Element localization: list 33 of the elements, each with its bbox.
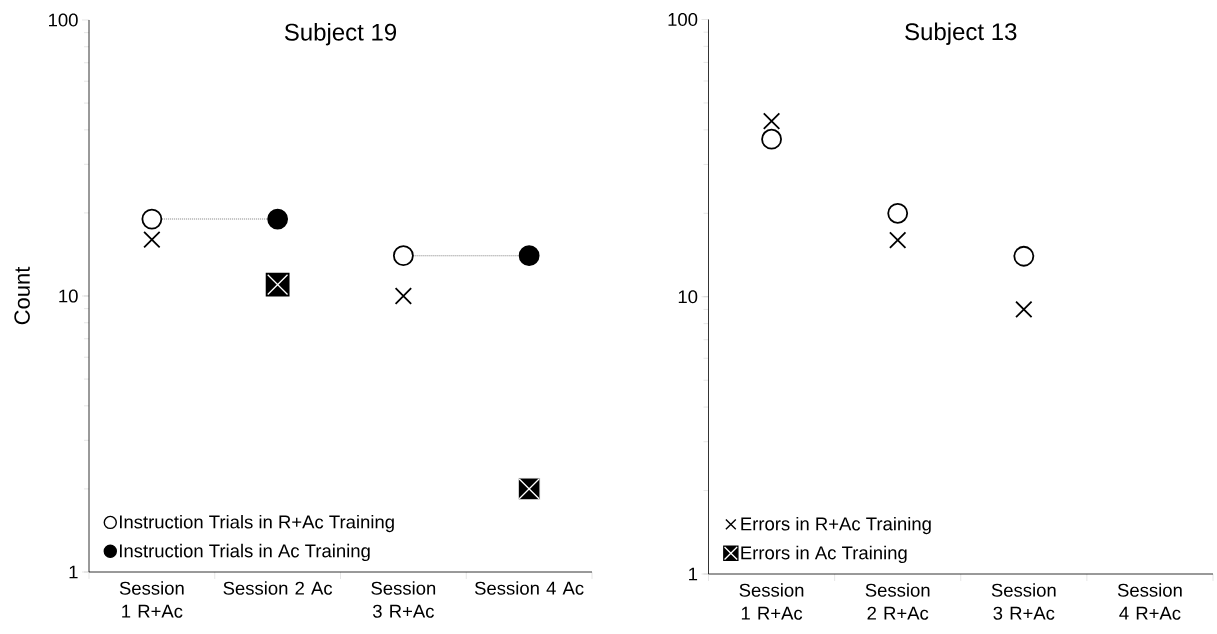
x-tick-label: Session 1 R+Ac [739, 583, 804, 620]
point [267, 208, 289, 230]
point [394, 287, 413, 305]
x-tick-label: Session 3 R+Ac [991, 583, 1056, 620]
x-tick-label: Session 2 Ac [223, 581, 333, 595]
point [1013, 245, 1035, 267]
point [761, 128, 782, 150]
point [887, 202, 909, 224]
y-tick-label: 100 [668, 12, 698, 27]
x-tick-label: Session 2 R+Ac [865, 583, 930, 620]
x-tick-label: Session 1 R+Ac [119, 581, 184, 618]
point [143, 230, 161, 249]
legend-label: Errors in R+Ac Training [741, 516, 931, 535]
point [141, 208, 163, 230]
chart-title: Subject 19 [284, 23, 397, 46]
y-tick-label: 1 [689, 567, 698, 581]
point [518, 245, 540, 267]
y-tick-label: 10 [59, 289, 78, 303]
y-axis-title: Count [14, 266, 30, 325]
point [889, 231, 907, 249]
x-tick-label: Session 4 Ac [474, 581, 584, 595]
point [762, 112, 781, 130]
legend-label: Errors in Ac Training [741, 545, 907, 564]
x-tick-label: Session 3 R+Ac [371, 581, 436, 618]
y-tick-label: 1 [69, 565, 78, 579]
y-tick-label: 100 [49, 13, 78, 27]
point [392, 245, 414, 267]
point [1015, 300, 1033, 319]
legend-label: Instruction Trials in R+Ac Training [120, 514, 394, 533]
y-tick-label: 10 [678, 290, 698, 304]
x-tick-label: Session 4 R+Ac [1117, 583, 1182, 620]
chart-title: Subject 13 [905, 22, 1017, 45]
legend-label: Instruction Trials in Ac Training [120, 543, 370, 562]
